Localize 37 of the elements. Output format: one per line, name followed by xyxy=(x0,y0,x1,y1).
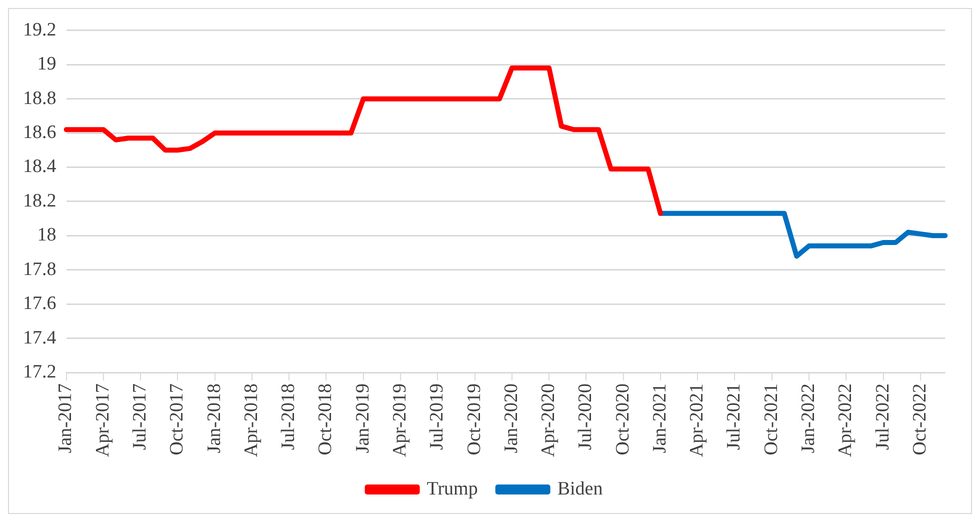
x-tick-label: Apr-2021 xyxy=(686,384,708,458)
x-tick-label: Jan-2017 xyxy=(55,384,76,454)
y-tick-label: 17.2 xyxy=(23,361,56,382)
x-tick-label: Oct-2021 xyxy=(760,384,782,456)
x-tick-label: Jul-2022 xyxy=(872,384,894,450)
x-tick-label: Jul-2018 xyxy=(278,384,300,450)
x-tick-label: Apr-2018 xyxy=(240,384,262,458)
x-tick-label: Jan-2018 xyxy=(204,384,225,454)
x-tick-label: Oct-2018 xyxy=(315,384,336,456)
x-tick-label: Apr-2022 xyxy=(835,384,856,458)
x-tick-label: Jan-2020 xyxy=(500,384,522,454)
x-tick-label: Jan-2019 xyxy=(352,384,374,454)
legend-label: Trump xyxy=(426,478,478,500)
y-tick-label: 17.4 xyxy=(23,327,57,348)
y-tick-label: 18.2 xyxy=(23,190,56,212)
y-tick-label: 19.2 xyxy=(23,19,56,40)
x-tick-label: Apr-2017 xyxy=(92,384,114,458)
y-tick-label: 17.6 xyxy=(23,293,56,314)
y-tick-label: 18.8 xyxy=(23,88,56,109)
x-tick-label: Jan-2022 xyxy=(798,384,820,454)
x-tick-label: Jul-2019 xyxy=(426,384,448,450)
x-tick-label: Oct-2017 xyxy=(166,384,188,456)
y-tick-label: 18.4 xyxy=(23,156,57,178)
y-tick-label: 17.8 xyxy=(23,258,56,280)
x-tick-label: Jul-2017 xyxy=(130,384,151,450)
y-tick-label: 18.6 xyxy=(23,122,56,144)
x-tick-label: Apr-2019 xyxy=(389,384,410,458)
legend-label: Biden xyxy=(557,478,604,500)
x-tick-label: Jul-2021 xyxy=(724,384,745,450)
x-tick-label: Jan-2021 xyxy=(649,384,670,454)
x-tick-label: Apr-2020 xyxy=(538,384,560,458)
y-tick-label: 18 xyxy=(37,224,56,246)
x-tick-label: Oct-2019 xyxy=(464,384,485,456)
y-tick-label: 19 xyxy=(37,54,56,75)
x-tick-label: Oct-2020 xyxy=(612,384,634,456)
x-tick-label: Oct-2022 xyxy=(909,384,930,456)
x-tick-label: Jul-2020 xyxy=(575,384,596,450)
